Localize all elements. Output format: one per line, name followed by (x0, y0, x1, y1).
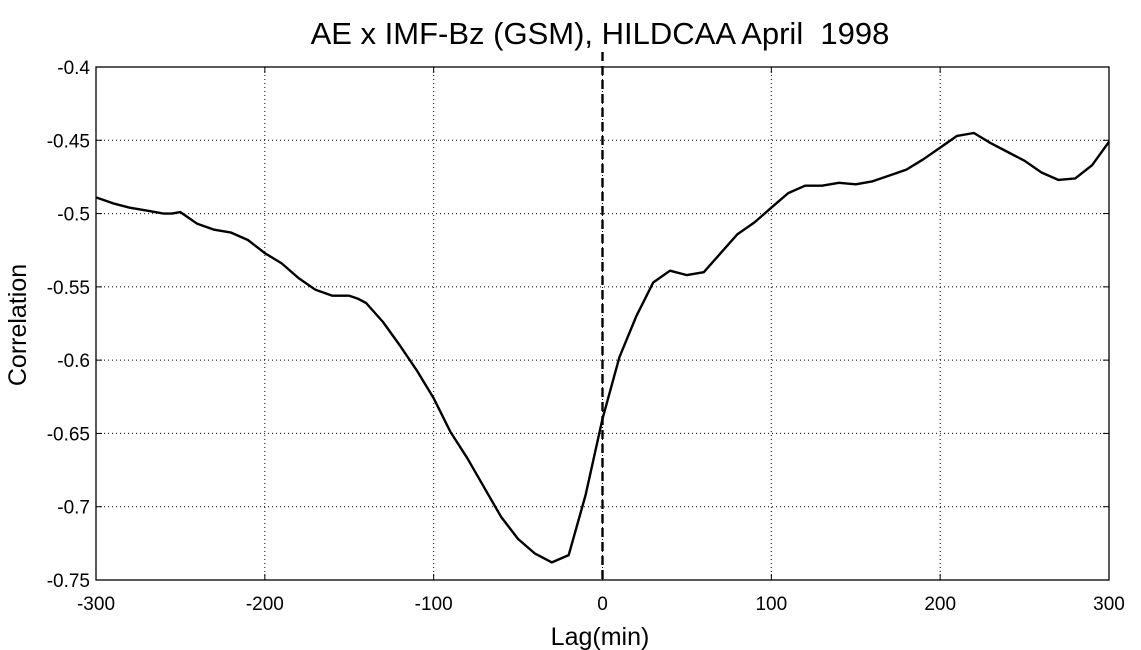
y-tick-label: -0.5 (57, 205, 90, 226)
y-tick-label: -0.65 (47, 424, 90, 445)
y-tick-label: -0.4 (57, 58, 90, 79)
plot-frame (95, 66, 1110, 581)
x-tick-label: -300 (77, 594, 115, 615)
series-layer (95, 131, 1110, 564)
y-axis-title: Correlation (4, 264, 32, 386)
tick-labels: -300 -200 -100 0 100 200 300 -0.75 -0.7 -0.65 -0.6… (47, 58, 1125, 615)
x-tick-label: 0 (597, 594, 608, 615)
y-tick-label: -0.6 (57, 351, 90, 372)
x-tick-label: -100 (415, 594, 453, 615)
x-tick-label: 200 (924, 594, 956, 615)
y-tick-label: -0.45 (47, 131, 90, 152)
y-tick-label: -0.7 (57, 498, 90, 519)
y-tick-label: -0.75 (47, 571, 90, 592)
x-tick-label: 100 (755, 594, 787, 615)
x-tick-label: -200 (246, 594, 284, 615)
chart-title: AE x IMF-Bz (GSM), HILDCAA April 1998 (311, 16, 890, 51)
x-tick-label: 300 (1093, 594, 1125, 615)
y-tick-label: -0.55 (47, 278, 90, 299)
x-axis-title: Lag(min) (551, 623, 650, 650)
series-line (95, 131, 1110, 564)
